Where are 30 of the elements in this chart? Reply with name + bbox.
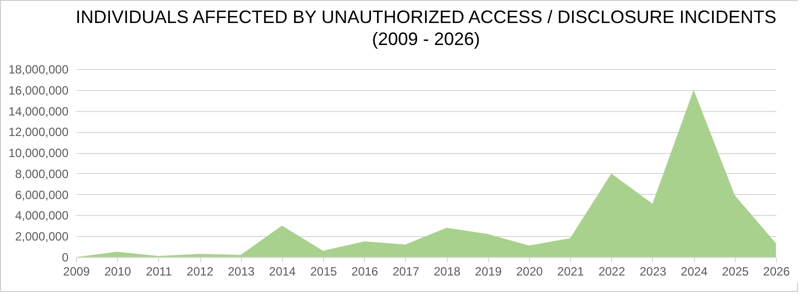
x-tick-label: 2021 bbox=[557, 264, 584, 278]
chart-title: INDIVIDUALS AFFECTED BY UNAUTHORIZED ACCESS / DISCLOSURE INCIDENTS bbox=[76, 7, 776, 27]
x-tick-label: 2012 bbox=[186, 264, 214, 278]
x-tick-label: 2020 bbox=[516, 264, 544, 278]
y-tick-label: 10,000,000 bbox=[8, 146, 69, 160]
y-tick-label: 4,000,000 bbox=[15, 208, 69, 223]
x-tick-label: 2010 bbox=[104, 264, 132, 278]
x-tick-label: 2015 bbox=[310, 264, 338, 278]
chart-subtitle: (2009 - 2026) bbox=[372, 29, 480, 49]
y-tick-label: 6,000,000 bbox=[15, 188, 69, 202]
y-tick-label: 12,000,000 bbox=[8, 125, 69, 140]
x-tick-label: 2024 bbox=[680, 264, 708, 278]
x-tick-label: 2019 bbox=[474, 264, 502, 278]
x-tick-label: 2009 bbox=[63, 264, 90, 278]
x-tick-label: 2013 bbox=[228, 264, 255, 278]
x-tick-label: 2022 bbox=[598, 264, 626, 278]
y-tick-label: 2,000,000 bbox=[15, 230, 69, 244]
x-tick-label: 2017 bbox=[392, 264, 420, 278]
x-tick-label: 2025 bbox=[722, 264, 749, 278]
x-tick-label: 2014 bbox=[269, 264, 296, 278]
x-tick-label: 2018 bbox=[434, 264, 461, 278]
x-tick-label: 2023 bbox=[640, 264, 667, 278]
x-tick-label: 2026 bbox=[763, 264, 790, 278]
y-tick-label: 14,000,000 bbox=[8, 104, 69, 118]
y-tick-label: 8,000,000 bbox=[15, 166, 69, 181]
y-tick-label: 18,000,000 bbox=[8, 62, 69, 76]
y-tick-label: 0 bbox=[62, 250, 69, 264]
y-tick-label: 16,000,000 bbox=[8, 83, 69, 98]
x-tick-label: 2016 bbox=[351, 264, 378, 278]
x-tick-label: 2011 bbox=[146, 264, 172, 278]
